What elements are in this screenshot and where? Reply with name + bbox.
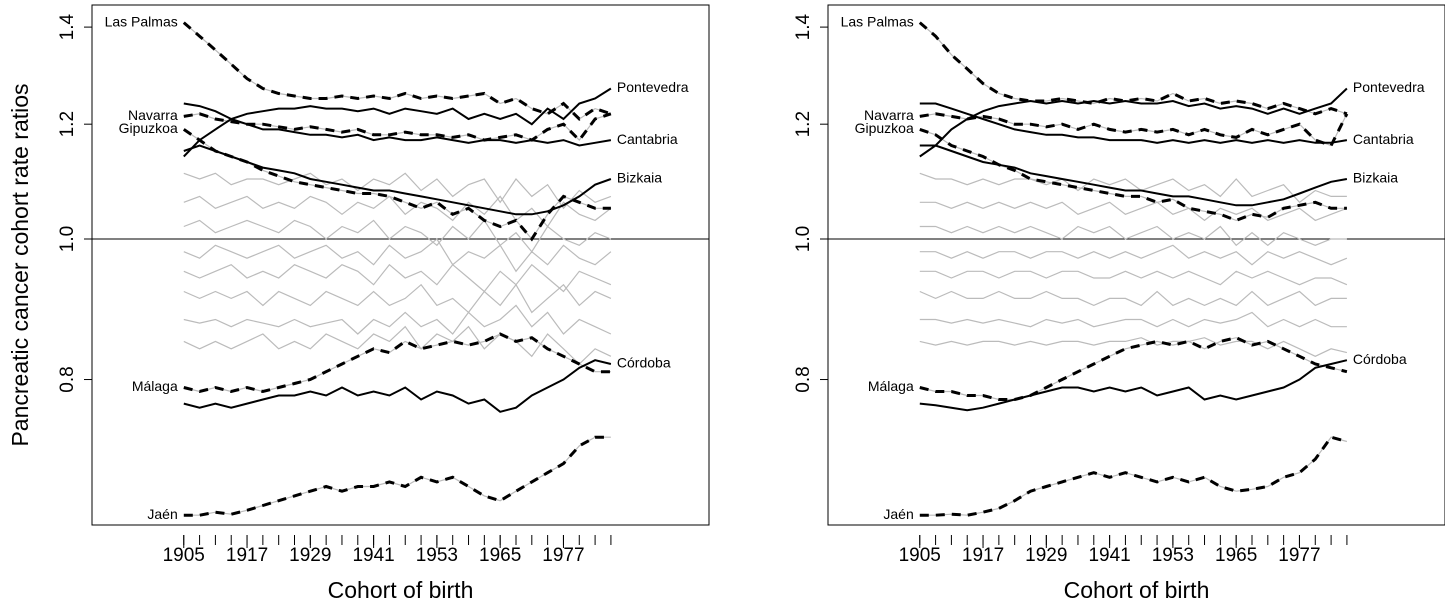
series-line — [183, 283, 612, 314]
x-tick-label: 1917 — [226, 545, 268, 566]
series-line — [919, 102, 1348, 144]
y-tick-label: 1.2 — [793, 111, 814, 137]
series-line — [183, 102, 612, 147]
series-label: Las Palmas — [841, 13, 914, 29]
x-tick-label: 1977 — [542, 545, 584, 566]
y-tick-label: 1.0 — [793, 226, 814, 252]
series-line — [183, 359, 612, 413]
series-line — [919, 127, 1347, 223]
series-line — [183, 332, 611, 394]
series-label: Pontevedra — [1353, 79, 1425, 95]
series-line — [919, 87, 1348, 158]
series-label: Bizkaia — [617, 170, 662, 186]
series-line — [183, 112, 612, 143]
plot-frame — [91, 4, 710, 526]
series-label: Córdoba — [1353, 351, 1407, 367]
series-label: Navarra — [864, 107, 914, 123]
series-label: Cantabria — [1353, 131, 1414, 147]
series-line-underlay — [183, 333, 611, 393]
x-tick-label: 1941 — [1088, 545, 1130, 566]
x-tick-label: 1929 — [1025, 545, 1067, 566]
series-line — [183, 87, 612, 158]
series-line — [183, 238, 612, 273]
y-axis-title: Pancreatic cancer cohort rate ratios — [7, 83, 33, 446]
series-label: Cantabria — [617, 131, 678, 147]
series-label: Navarra — [128, 107, 178, 123]
x-tick-label: 1905 — [163, 545, 205, 566]
y-tick-label: 0.8 — [57, 366, 78, 392]
series-line-underlay — [183, 113, 612, 142]
series-line — [919, 112, 1349, 148]
y-tick-label: 1.0 — [57, 226, 78, 252]
series-line — [919, 311, 1347, 328]
x-tick-label: 1953 — [1152, 545, 1194, 566]
series-label: Córdoba — [617, 355, 671, 371]
series-line — [919, 270, 1348, 286]
series-line-underlay — [183, 128, 611, 241]
series-line — [182, 21, 612, 121]
series-line-underlay — [183, 436, 611, 516]
series-label: Málaga — [868, 378, 914, 394]
series-label: Jaén — [147, 506, 177, 522]
series-line — [183, 195, 612, 228]
x-axis-title: Cohort of birth — [328, 577, 474, 603]
series-label: Pontevedra — [617, 79, 689, 95]
series-line — [183, 263, 612, 293]
series-line — [919, 201, 1348, 222]
x-tick-label: 1905 — [899, 545, 941, 566]
series-line — [918, 21, 1348, 116]
series-line — [183, 219, 612, 253]
series-line — [183, 144, 612, 216]
series-line — [919, 435, 1348, 517]
series-label: Gipuzkoa — [855, 120, 914, 136]
plot-frame — [827, 4, 1445, 526]
series-line — [183, 172, 612, 210]
series-label: Málaga — [132, 378, 178, 394]
series-line-underlay — [183, 22, 612, 120]
series-line — [919, 172, 1347, 204]
series-line — [919, 144, 1348, 207]
series-line — [183, 435, 611, 517]
y-tick-label: 0.8 — [793, 366, 814, 392]
series-line — [919, 359, 1348, 412]
series-line — [919, 225, 1347, 247]
x-tick-label: 1965 — [1215, 545, 1257, 566]
x-tick-label: 1965 — [479, 545, 521, 566]
x-tick-label: 1953 — [416, 545, 458, 566]
y-tick-label: 1.4 — [793, 13, 814, 40]
x-tick-label: 1941 — [352, 545, 394, 566]
x-tick-label: 1917 — [962, 545, 1004, 566]
series-line — [919, 336, 1348, 401]
series-line — [182, 128, 611, 242]
series-line-underlay — [919, 436, 1348, 516]
series-line — [183, 304, 612, 335]
series-label: Bizkaia — [1353, 170, 1398, 186]
series-label: Las Palmas — [105, 13, 178, 29]
y-tick-label: 1.4 — [57, 13, 78, 40]
series-label: Gipuzkoa — [119, 120, 178, 136]
series-line — [919, 290, 1347, 307]
y-tick-label: 1.2 — [57, 111, 78, 137]
series-line — [183, 325, 612, 365]
series-label: Jaén — [883, 506, 913, 522]
series-line — [919, 244, 1348, 266]
x-tick-label: 1977 — [1278, 545, 1320, 566]
x-tick-label: 1929 — [289, 545, 331, 566]
x-axis-title: Cohort of birth — [1064, 577, 1210, 603]
